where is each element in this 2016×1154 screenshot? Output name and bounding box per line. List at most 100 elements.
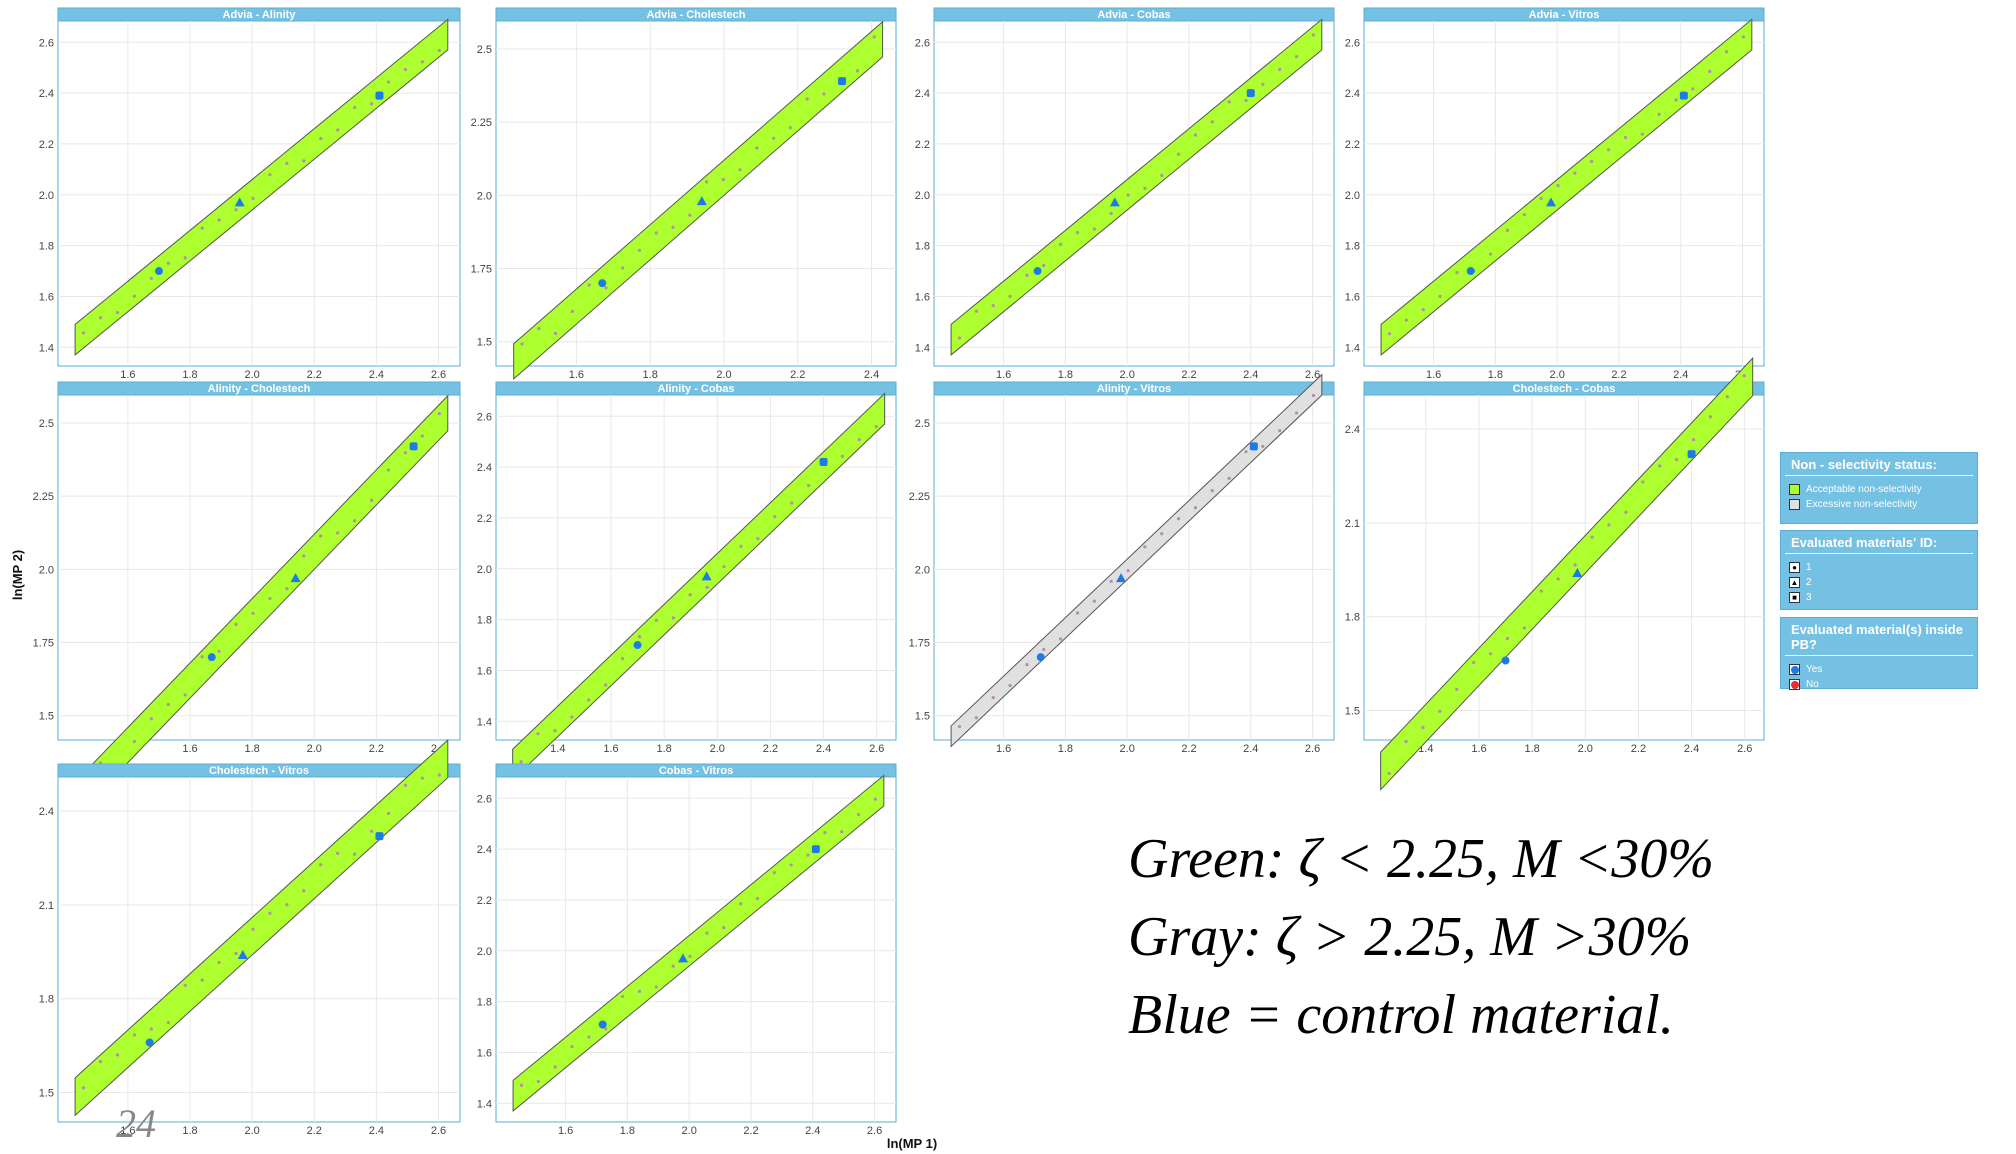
sample-point [604, 1027, 608, 1031]
legend-status-title: Non - selectivity status: [1785, 453, 1973, 476]
x-tick-label: 1.6 [569, 369, 584, 381]
sample-point [234, 208, 238, 212]
sample-point [1556, 184, 1560, 188]
sample-point [974, 309, 978, 313]
sample-point [1075, 611, 1080, 615]
x-tick-label: 1.6 [182, 743, 197, 755]
sample-point [1008, 683, 1012, 688]
x-tick-label: 1.6 [1471, 743, 1486, 755]
sample-point [621, 266, 625, 270]
legend-item-id3: ■ 3 [1781, 590, 1977, 605]
legend-item-yes: Yes [1781, 662, 1977, 677]
sample-point [688, 593, 692, 597]
sample-point [1590, 535, 1594, 539]
sample-point [1606, 148, 1611, 152]
sample-point [755, 146, 759, 150]
x-tick-label: 2.0 [710, 743, 725, 755]
y-tick-label: 2.6 [1345, 37, 1360, 49]
y-tick-label: 1.6 [915, 291, 930, 303]
square-shape-icon: ■ [1789, 592, 1800, 603]
sample-point [587, 1035, 591, 1039]
x-tick-label: 2.4 [1243, 743, 1258, 755]
y-tick-label: 2.1 [39, 900, 54, 912]
prediction-band [512, 774, 885, 1112]
sample-point [823, 831, 827, 835]
y-tick-label: 1.75 [909, 638, 930, 650]
y-tick-label: 2.0 [39, 564, 54, 576]
sample-point [1607, 523, 1611, 527]
panel-title: Advia - Alinity [223, 9, 297, 21]
sample-point [1691, 438, 1696, 442]
legend-ids: Evaluated materials' ID: ● 1 ▲ 2 ■ 3 [1780, 530, 1978, 610]
sample-point [98, 316, 103, 320]
notes: Green: ζ < 2.25, M <30% Gray: ζ > 2.25, … [1128, 820, 1714, 1054]
sample-point [519, 1083, 524, 1087]
sample-point [1294, 411, 1299, 415]
y-tick-label: 2.4 [1345, 88, 1360, 100]
x-tick-label: 1.4 [550, 743, 565, 755]
panel-title: Cobas - Vitros [659, 765, 733, 777]
y-tick-label: 1.4 [477, 716, 492, 728]
sample-point [353, 105, 357, 110]
control-point-2 [701, 571, 712, 581]
control-point-3 [838, 77, 847, 86]
sample-point [991, 303, 995, 308]
y-tick-label: 2.4 [39, 806, 54, 818]
sample-point [302, 889, 306, 893]
y-tick-label: 1.5 [39, 1088, 54, 1100]
sample-point [789, 863, 793, 867]
panel-title: Advia - Cholestech [646, 9, 745, 21]
x-tick-label: 1.8 [182, 369, 197, 381]
sample-point [1505, 228, 1510, 232]
x-tick-label: 2.6 [1305, 369, 1320, 381]
sample-point [1294, 55, 1299, 59]
sample-point [739, 544, 743, 548]
x-tick-label: 1.6 [996, 743, 1011, 755]
sample-point [353, 519, 357, 523]
sample-point [806, 853, 810, 857]
sample-point [1404, 739, 1408, 744]
y-tick-label: 1.8 [1345, 241, 1360, 253]
sample-point [1092, 599, 1096, 603]
x-tick-label: 2.4 [369, 1125, 384, 1137]
sample-point [1724, 50, 1729, 54]
sample-point [251, 611, 255, 615]
control-point-2 [237, 949, 248, 959]
legend-label: No [1806, 679, 1819, 690]
sample-point [1708, 69, 1712, 73]
sample-point [1387, 771, 1391, 776]
control-point-3 [819, 458, 828, 467]
y-tick-label: 2.2 [39, 139, 54, 151]
sample-point [1488, 652, 1493, 656]
sample-point [1278, 67, 1282, 71]
panel-5: Alinity - Cobas 1.4 1.6 1.8 2.0 2.2 2.4 2.6 1.4 1… [477, 381, 897, 781]
sample-point [1176, 517, 1181, 521]
sample-point [115, 311, 120, 315]
y-tick-label: 2.4 [39, 88, 54, 100]
sample-point [1008, 294, 1012, 298]
x-tick-label: 2.0 [244, 1125, 259, 1137]
sample-point [957, 336, 962, 340]
x-tick-label: 2.6 [869, 743, 884, 755]
panel-title: Advia - Vitros [1529, 9, 1600, 21]
sample-point [1160, 173, 1164, 177]
control-point-1 [633, 641, 642, 650]
sample-point [1109, 211, 1113, 216]
sample-point [420, 776, 424, 780]
sample-point [81, 331, 86, 335]
y-tick-label: 1.6 [39, 291, 54, 303]
control-point-1 [1036, 653, 1045, 662]
x-tick-label: 2.6 [1305, 743, 1320, 755]
sample-point [1244, 98, 1248, 103]
panel-1: Advia - Cholestech 1.6 1.8 2.0 2.2 2.4 1.5 1.75… [471, 7, 897, 381]
sample-point [772, 871, 776, 875]
triangle-shape-icon: ▲ [1789, 577, 1800, 588]
sample-point [1741, 35, 1745, 39]
sample-point [537, 327, 541, 331]
panel-title: Alinity - Cholestech [208, 383, 311, 395]
sample-point [621, 994, 625, 999]
sample-point [1725, 395, 1729, 399]
y-tick-label: 2.6 [477, 793, 492, 805]
sample-point [132, 1033, 136, 1037]
control-point-1 [145, 1038, 154, 1047]
